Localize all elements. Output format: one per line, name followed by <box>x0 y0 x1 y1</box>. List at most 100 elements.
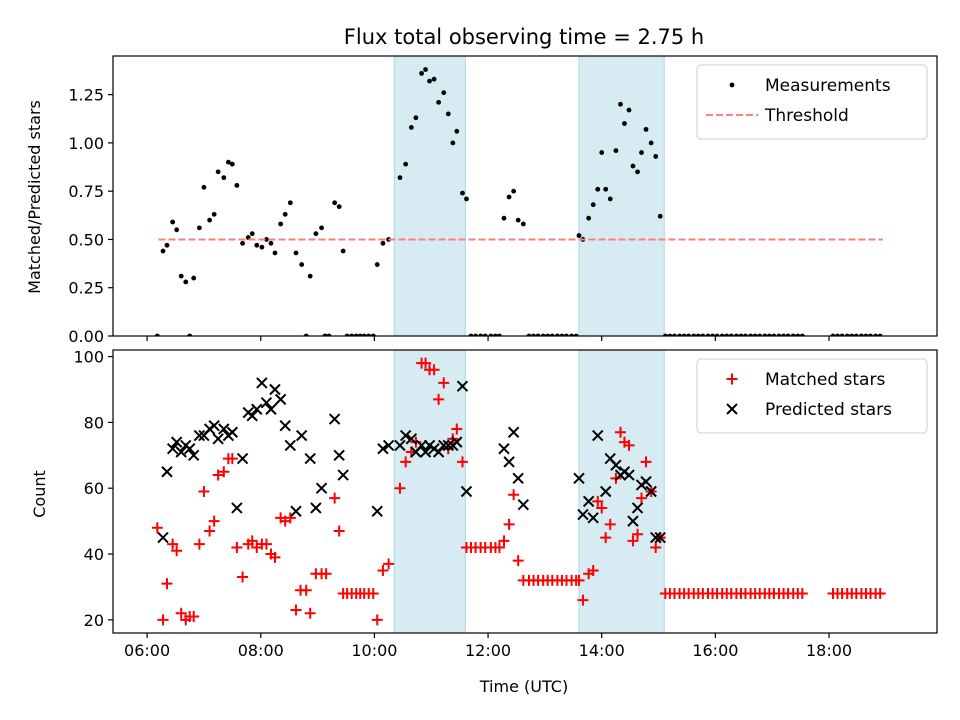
bottom-series-1-point-60 <box>577 508 589 521</box>
bottom-series-1-point-64 <box>599 485 612 498</box>
bottom-series-1-point-33 <box>328 413 341 425</box>
top-series-0-point-96 <box>613 148 619 154</box>
bottom-series-1-point-48 <box>438 439 450 452</box>
top-series-0-point-93 <box>599 150 605 155</box>
top-series-0-point-13 <box>215 169 221 175</box>
top-series-0-point-94 <box>603 186 609 192</box>
top-y-tick-label-1: 0.25 <box>68 279 104 298</box>
bottom-series-0-point-91 <box>592 495 604 507</box>
bottom-series-1-point-70 <box>627 515 639 527</box>
bottom-series-1-point-21 <box>256 377 268 389</box>
top-series-0-point-98 <box>622 121 627 126</box>
bottom-series-0-point-50 <box>400 456 412 468</box>
bottom-series-0-point-88 <box>577 594 589 606</box>
bottom-series-1-point-8 <box>193 429 206 442</box>
bottom-series-1-point-34 <box>333 449 345 462</box>
top-series-0-point-18 <box>240 240 245 246</box>
top-series-0-point-62 <box>454 128 460 134</box>
bottom-series-0-point-94 <box>604 518 616 530</box>
bottom-series-1-point-63 <box>592 429 604 442</box>
top-y-tick-label-3: 0.75 <box>68 182 104 201</box>
bottom-series-0-point-10 <box>198 486 210 497</box>
bottom-series-1-point-23 <box>265 403 277 415</box>
top-series-0-point-55 <box>423 67 428 72</box>
top-panel: 0.00 0.25 0.50 0.75 1.00 1.25 Measurements Thre… <box>68 55 938 346</box>
bottom-series-0-point-71 <box>498 535 510 547</box>
bottom-series-0-point-93 <box>600 532 612 544</box>
bottom-y-tick-label-4: 100 <box>73 348 104 367</box>
top-series-0-point-29 <box>293 250 299 256</box>
top-series-0-point-12 <box>211 211 217 217</box>
bottom-series-0-point-29 <box>290 604 302 616</box>
top-series-0-point-52 <box>408 125 414 130</box>
bottom-series-1-point-22 <box>260 396 273 409</box>
top-series-0-point-75 <box>515 217 521 223</box>
bottom-series-1-point-30 <box>304 452 316 465</box>
top-series-0-point-39 <box>340 248 346 254</box>
bottom-series-0-point-11 <box>204 525 216 537</box>
top-series-0-point-10 <box>201 184 207 190</box>
bottom-series-1-point-51 <box>451 436 463 448</box>
bottom-series-0-point-49 <box>394 482 406 494</box>
bottom-series-1-point-6 <box>184 443 196 455</box>
top-series-0-point-103 <box>643 126 649 132</box>
top-series-0-point-97 <box>618 101 623 107</box>
bottom-series-1-point-57 <box>512 472 524 485</box>
top-series-0-point-50 <box>397 175 403 181</box>
top-series-0-point-25 <box>272 250 278 256</box>
top-series-0-point-48 <box>380 240 386 246</box>
bottom-series-1-point-31 <box>310 502 322 514</box>
bottom-series-0-point-104 <box>650 541 662 553</box>
top-legend-item-0-swatch <box>729 82 735 88</box>
top-highlight-span-0 <box>393 55 466 337</box>
bottom-series-1-point-35 <box>337 469 349 481</box>
bottom-y-tick-label-1: 40 <box>84 545 104 564</box>
bottom-series-1-point-4 <box>175 446 187 458</box>
bottom-series-0-point-14 <box>218 466 230 478</box>
bottom-highlight-span-0 <box>393 349 466 634</box>
top-series-0-point-106 <box>657 213 663 219</box>
bottom-y-axis-label: Count <box>30 470 49 518</box>
bottom-series-1-point-58 <box>517 498 530 511</box>
bottom-series-1-point-76 <box>654 531 666 544</box>
top-series-0-point-22 <box>259 244 265 250</box>
top-series-0-point-92 <box>595 186 601 192</box>
bottom-series-0-point-102 <box>640 456 652 468</box>
bottom-series-1-point-73 <box>640 475 652 488</box>
top-series-0-point-21 <box>254 242 260 248</box>
top-series-0-point-61 <box>450 140 456 146</box>
top-series-0-point-24 <box>268 240 274 246</box>
bottom-x-tick-label-3: 12:00 <box>465 641 511 660</box>
bottom-series-1-point-37 <box>377 443 389 455</box>
bottom-series-0-point-100 <box>632 528 644 540</box>
top-series-0-point-53 <box>413 115 419 121</box>
top-series-0-point-4 <box>174 227 180 233</box>
bottom-series-0-point-3 <box>167 538 179 550</box>
bottom-series-1-point-26 <box>279 419 291 432</box>
bottom-series-1-point-2 <box>166 443 179 455</box>
bottom-series-1-point-53 <box>460 485 473 498</box>
top-series-0-point-54 <box>419 70 424 76</box>
bottom-series-1-point-12 <box>212 433 224 445</box>
bottom-series-0-point-70 <box>493 541 505 553</box>
top-series-0-point-37 <box>332 200 338 206</box>
bottom-series-0-point-13 <box>212 469 224 481</box>
x-axis-label: Time (UTC) <box>479 677 568 696</box>
top-series-0-point-105 <box>653 154 659 159</box>
bottom-series-0-point-58 <box>438 377 450 389</box>
top-series-0-point-14 <box>221 175 227 181</box>
top-series-0-point-15 <box>225 159 231 165</box>
bottom-series-1-point-7 <box>187 449 200 462</box>
top-series-0-point-57 <box>431 76 437 82</box>
top-series-0-point-38 <box>336 204 342 210</box>
bottom-series-1-point-24 <box>269 383 281 396</box>
bottom-series-1-point-44 <box>419 446 432 458</box>
top-legend-box <box>696 64 928 140</box>
bottom-series-1-point-39 <box>394 439 406 452</box>
bottom-legend-box <box>696 358 928 434</box>
top-axes-frame <box>112 55 938 337</box>
bottom-series-0-point-0 <box>151 522 163 534</box>
bottom-series-1-point-54 <box>498 443 510 455</box>
bottom-panel: 20 40 60 80 100 06:00 08:00 10:00 12:00 14:00 16:0… <box>73 348 938 660</box>
